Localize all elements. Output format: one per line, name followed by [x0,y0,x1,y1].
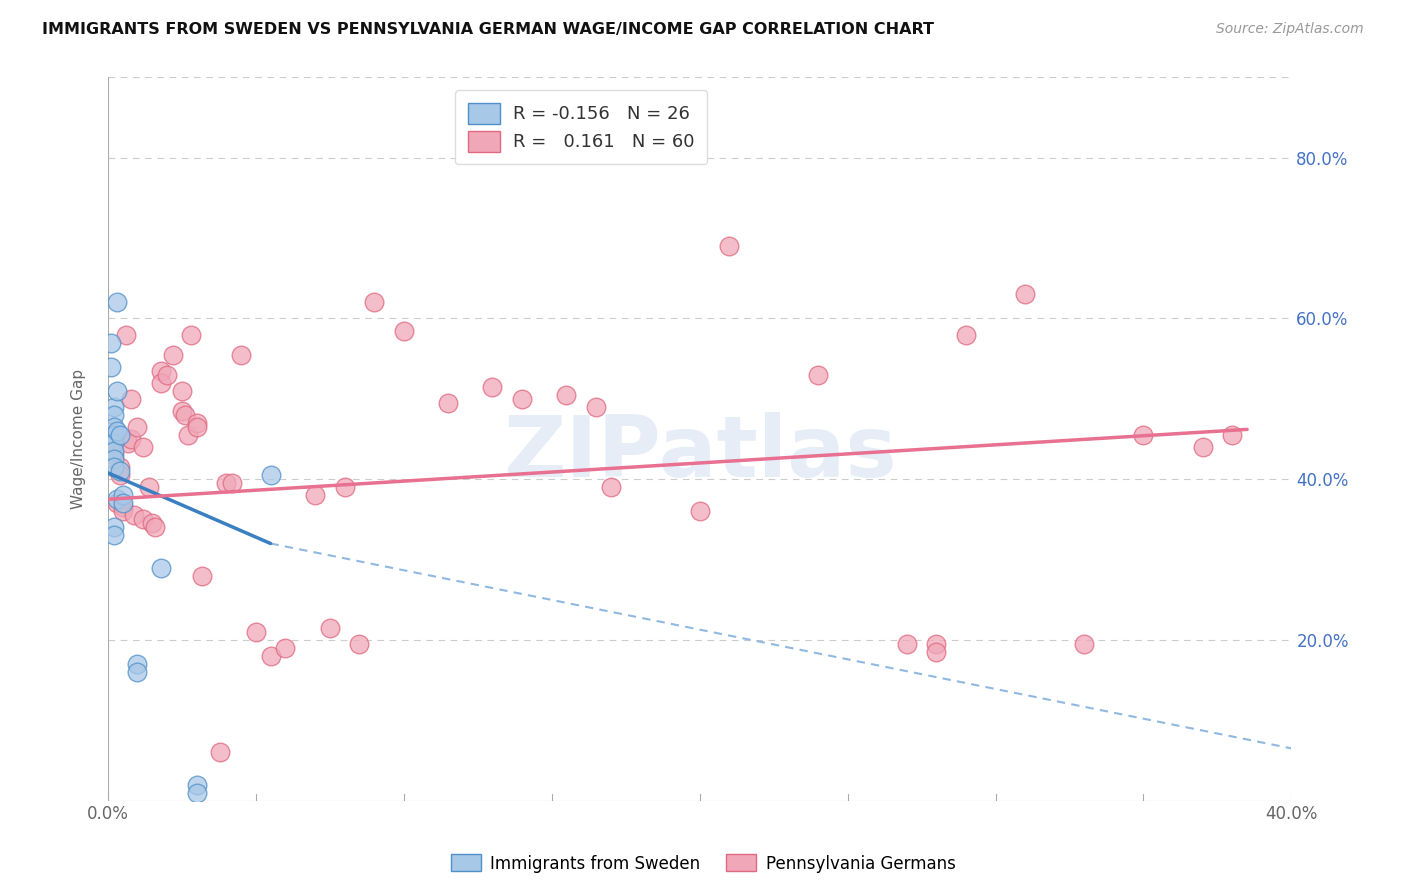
Point [156,368,179,382]
Point [221,476,243,491]
Point [105,424,128,438]
Point [105,295,128,310]
Point [925,637,948,651]
Point [111,496,134,510]
Point [599,480,621,494]
Point [108,428,131,442]
Y-axis label: Wage/Income Gap: Wage/Income Gap [72,369,86,509]
Point [176,428,198,442]
Point [229,348,252,362]
Point [259,648,281,663]
Point [349,637,371,651]
Point [319,621,342,635]
Point [108,464,131,478]
Point [186,778,208,792]
Point [150,560,173,574]
Point [363,295,385,310]
Point [105,492,128,507]
Point [437,396,460,410]
Point [1220,428,1243,442]
Point [103,460,125,475]
Point [274,640,297,655]
Point [127,420,149,434]
Point [259,468,281,483]
Point [100,359,122,374]
Point [111,488,134,502]
Point [245,624,267,639]
Legend: R = -0.156   N = 26, R =   0.161   N = 60: R = -0.156 N = 26, R = 0.161 N = 60 [456,90,707,164]
Point [103,428,125,442]
Point [124,508,146,523]
Point [209,746,232,760]
Point [510,392,533,406]
Point [108,460,131,475]
Point [1132,428,1154,442]
Point [138,480,160,494]
Point [304,488,326,502]
Point [100,335,122,350]
Point [807,368,830,382]
Point [1073,637,1095,651]
Point [105,384,128,398]
Point [180,327,202,342]
Point [215,476,238,491]
Point [105,496,128,510]
Point [150,364,173,378]
Point [103,520,125,534]
Point [585,400,607,414]
Point [103,408,125,422]
Text: IMMIGRANTS FROM SWEDEN VS PENNSYLVANIA GERMAN WAGE/INCOME GAP CORRELATION CHART: IMMIGRANTS FROM SWEDEN VS PENNSYLVANIA G… [42,22,934,37]
Point [162,348,184,362]
Point [150,376,173,390]
Point [117,436,139,450]
Point [127,665,149,679]
Point [141,516,163,531]
Point [111,500,134,515]
Point [1014,287,1036,301]
Point [555,388,578,402]
Point [191,568,214,582]
Point [186,786,208,800]
Point [143,520,166,534]
Point [896,637,918,651]
Point [170,384,193,398]
Text: Source: ZipAtlas.com: Source: ZipAtlas.com [1216,22,1364,37]
Point [392,324,415,338]
Legend: Immigrants from Sweden, Pennsylvania Germans: Immigrants from Sweden, Pennsylvania Ger… [444,847,962,880]
Point [955,327,977,342]
Point [103,528,125,542]
Point [103,400,125,414]
Point [170,404,193,418]
Point [186,416,208,430]
Point [103,436,125,450]
Point [689,504,711,518]
Point [103,420,125,434]
Point [925,645,948,659]
Point [120,392,142,406]
Point [103,452,125,467]
Point [114,327,136,342]
Point [718,239,741,253]
Point [103,448,125,462]
Point [120,432,142,446]
Point [108,468,131,483]
Point [132,440,155,454]
Point [103,444,125,458]
Point [127,657,149,671]
Point [173,408,195,422]
Text: ZIPatlas: ZIPatlas [503,412,897,495]
Point [132,512,155,526]
Point [111,504,134,518]
Point [481,380,503,394]
Point [186,420,208,434]
Point [1191,440,1213,454]
Point [333,480,356,494]
